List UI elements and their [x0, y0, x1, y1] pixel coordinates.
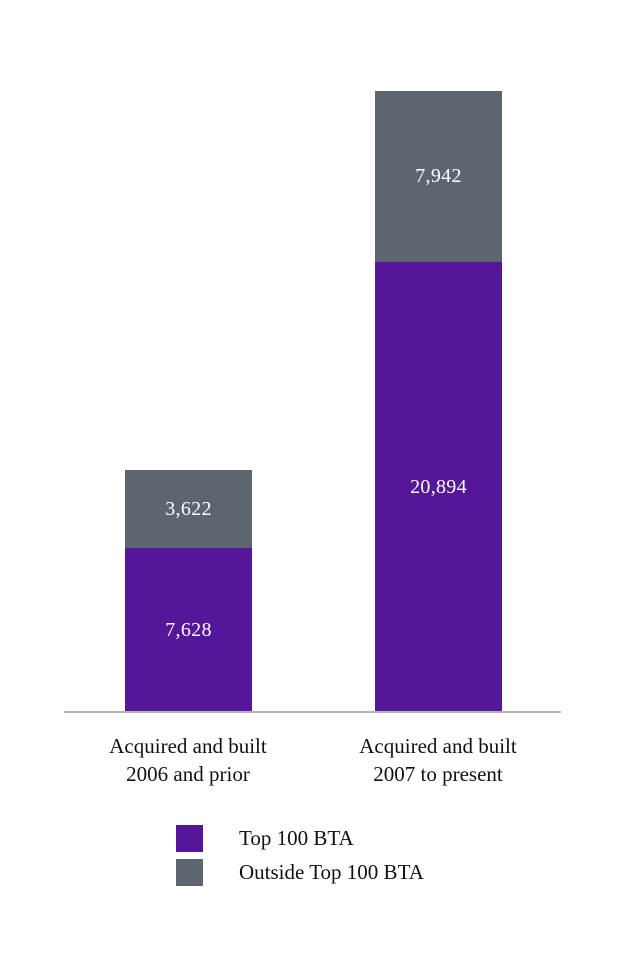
segment-value-label: 7,942: [415, 165, 462, 187]
segment-outside-top100-2006: 3,622: [125, 470, 252, 548]
bar-2007-to-present: 20,894 7,942: [375, 91, 502, 712]
segment-value-label: 7,628: [165, 618, 212, 641]
legend-swatch-top100-icon: [176, 825, 203, 852]
legend-label-outside-top100: Outside Top 100 BTA: [239, 860, 424, 884]
segment-top100-2007: 20,894: [375, 262, 502, 712]
x-axis-line: [64, 711, 561, 713]
segment-outside-top100-2007: 7,942: [375, 91, 502, 262]
legend-item-outside-top100: Outside Top 100 BTA: [176, 859, 424, 886]
segment-value-label: 3,622: [165, 497, 212, 520]
legend: Top 100 BTA Outside Top 100 BTA: [176, 825, 424, 886]
category-label-2006-and-prior: Acquired and built 2006 and prior: [109, 734, 267, 786]
legend-label-top100: Top 100 BTA: [239, 826, 354, 850]
category-label-2007-to-present: Acquired and built 2007 to present: [359, 734, 517, 786]
segment-top100-2006: 7,628: [125, 548, 252, 712]
legend-item-top100: Top 100 BTA: [176, 825, 424, 852]
legend-swatch-outside-top100-icon: [176, 859, 203, 886]
bar-2006-and-prior: 7,628 3,622: [125, 470, 252, 712]
segment-value-label: 20,894: [410, 475, 467, 498]
